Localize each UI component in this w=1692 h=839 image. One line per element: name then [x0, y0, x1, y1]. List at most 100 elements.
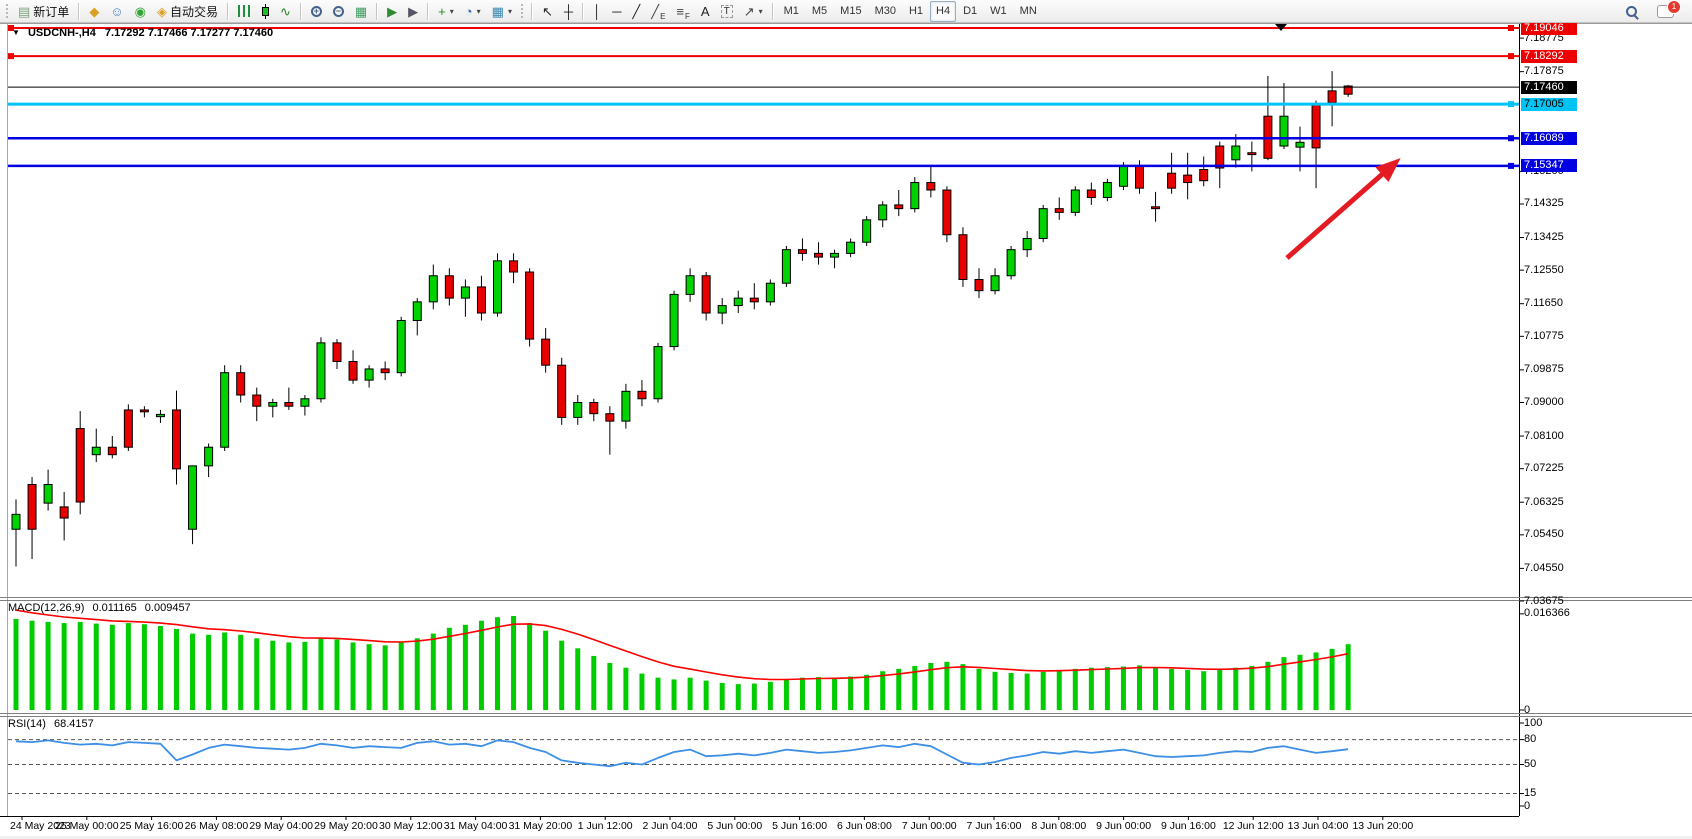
bar-chart-icon: [237, 5, 251, 17]
icon-subscript: E: [660, 11, 666, 21]
vertical-line-button: │: [593, 3, 602, 19]
chart-shift-button[interactable]: ▶: [403, 1, 423, 22]
hline-handle[interactable]: [1508, 25, 1514, 31]
shapes-button: ↗: [743, 3, 755, 19]
auto-scroll-button[interactable]: ▶: [382, 1, 402, 22]
new-order-button[interactable]: ▤ 新订单: [13, 1, 74, 22]
toolbar-separator: [427, 2, 430, 20]
hline-handle[interactable]: [1508, 162, 1514, 169]
hline-handle[interactable]: [1508, 101, 1514, 108]
tf-h4[interactable]: H4: [930, 0, 957, 22]
toolbar-separator: [299, 2, 302, 20]
notification-badge: 1: [1667, 0, 1681, 14]
notifications-icon[interactable]: 1: [1652, 0, 1681, 22]
tf-m1[interactable]: M1: [778, 1, 805, 22]
tf-d1[interactable]: D1: [957, 1, 983, 22]
tf-d1-label: D1: [963, 5, 978, 17]
trendline-button[interactable]: ╱: [627, 1, 645, 22]
toolbar-grip: [5, 3, 10, 19]
tf-w1[interactable]: W1: [984, 1, 1013, 22]
chat-bubble-icon: 1: [1657, 0, 1681, 18]
toolbar-separator: [582, 2, 585, 20]
tf-h4-label: H4: [936, 5, 951, 17]
candlestick-chart-icon: [261, 3, 269, 19]
signal-icon: ◉: [134, 3, 146, 19]
equidistant-channel-button[interactable]: ╱ E: [646, 1, 670, 22]
dropdown-caret-icon[interactable]: ▾: [449, 6, 454, 16]
tf-m1-label: M1: [783, 5, 799, 17]
equidistant-channel-button: ╱: [651, 3, 660, 19]
crosshair-button: ┼: [563, 3, 574, 19]
auto-scroll-button: ▶: [387, 3, 398, 19]
horizontal-line-button[interactable]: ─: [607, 1, 626, 22]
candlestick-chart-icon[interactable]: [257, 1, 274, 22]
seal-icon: ◆: [89, 3, 100, 19]
search-icon[interactable]: [1621, 1, 1642, 22]
text-button[interactable]: A: [696, 1, 715, 22]
fibonacci-button[interactable]: ≡ F: [671, 1, 694, 22]
template-button: ▦: [491, 3, 504, 19]
autotrade-button-icon: ◈: [156, 3, 167, 19]
chart-window[interactable]: [0, 23, 1692, 836]
shapes-button[interactable]: ↗ ▾: [739, 1, 768, 22]
add-indicator-button[interactable]: + ▾: [433, 1, 459, 22]
tf-m15-label: M15: [840, 5, 862, 17]
text-label-button[interactable]: T: [716, 1, 738, 22]
icon-subscript: F: [685, 11, 690, 21]
tf-h1-label: H1: [908, 5, 924, 17]
text-button: A: [700, 3, 710, 19]
seal-icon[interactable]: ◆: [84, 1, 104, 22]
search-icon: [1626, 5, 1637, 17]
tf-m30-label: M30: [874, 5, 896, 17]
chart-shift-button: ▶: [408, 3, 419, 19]
tf-w1-label: W1: [990, 5, 1007, 17]
trend-arrow[interactable]: [1285, 158, 1401, 260]
hline-handle[interactable]: [1508, 53, 1514, 60]
tf-m30[interactable]: M30: [869, 1, 902, 22]
community-icon[interactable]: ☺: [105, 1, 128, 22]
dropdown-caret-icon[interactable]: ▾: [476, 6, 481, 16]
zoom-out-button[interactable]: −: [328, 1, 349, 22]
template-button[interactable]: ▦ ▾: [487, 1, 517, 22]
new-order-button-label: 新订单: [33, 4, 70, 19]
text-label-button: T: [720, 4, 733, 18]
tile-windows-icon: ▦: [354, 3, 368, 19]
tf-mn[interactable]: MN: [1014, 1, 1043, 22]
cursor-button: ↖: [541, 3, 553, 19]
tf-mn-label: MN: [1019, 5, 1037, 17]
dropdown-caret-icon[interactable]: ▾: [507, 6, 512, 16]
tile-windows-icon[interactable]: ▦: [350, 1, 372, 22]
hline-handle[interactable]: [1508, 135, 1514, 142]
period-button[interactable]: ◔ ▾: [460, 1, 486, 22]
hline-handle[interactable]: [8, 53, 14, 60]
toolbar-separator: [771, 2, 774, 20]
line-chart-icon: ∿: [279, 3, 291, 19]
toolbar-separator: [226, 2, 229, 20]
tf-m5[interactable]: M5: [806, 1, 833, 22]
period-button: ◔: [464, 3, 473, 19]
new-order-button-icon: ▤: [18, 3, 31, 19]
bar-chart-icon[interactable]: [233, 1, 256, 22]
trendline-button: ╱: [632, 3, 641, 19]
fibonacci-button: ≡: [676, 3, 685, 19]
tf-h1[interactable]: H1: [903, 1, 929, 22]
signal-icon[interactable]: ◉: [130, 1, 151, 22]
zoom-out-button: −: [332, 5, 344, 17]
tf-m5-label: M5: [811, 5, 828, 17]
crosshair-button[interactable]: ┼: [559, 1, 578, 22]
autotrade-button-label: 自动交易: [169, 4, 218, 19]
line-chart-icon[interactable]: ∿: [275, 1, 296, 22]
cursor-button[interactable]: ↖: [537, 1, 558, 22]
zoom-in-button[interactable]: +: [306, 1, 327, 22]
vertical-line-button[interactable]: │: [588, 1, 606, 22]
horizontal-line-button: ─: [612, 3, 622, 19]
tf-m15[interactable]: M15: [834, 1, 867, 22]
toolbar-separator: [78, 2, 81, 20]
main-toolbar: ▤ 新订单 ◆ ☺ ◉ ◈ 自动交易 ∿ + − ▦ ▶ ▶ + ▾ ◔ ▾ ▦ ▾ ↖ ┼ │ ─ ╱ ╱ E ≡ F A T ↗ ▾ M1 M…: [0, 0, 1692, 23]
dropdown-caret-icon[interactable]: ▾: [758, 6, 763, 16]
hline-handle[interactable]: [8, 25, 14, 31]
community-icon: ☺: [110, 3, 124, 19]
toolbar-separator: [530, 2, 533, 20]
autotrade-button[interactable]: ◈ 自动交易: [152, 1, 223, 22]
